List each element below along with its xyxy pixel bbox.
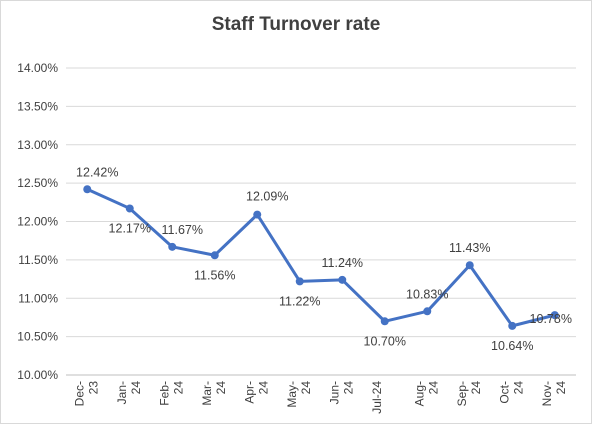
data-point	[338, 275, 347, 284]
y-tick-label: 12.00%	[17, 215, 58, 229]
x-tick-label: Feb-24	[157, 381, 185, 406]
y-tick-label: 10.50%	[17, 330, 58, 344]
y-tick-label: 12.50%	[17, 176, 58, 190]
y-tick-label: 11.00%	[18, 291, 58, 305]
data-label: 10.78%	[530, 312, 572, 326]
y-tick-label: 10.00%	[17, 368, 58, 382]
data-point	[168, 242, 177, 251]
y-tick-label: 11.50%	[18, 253, 58, 267]
data-point	[83, 185, 92, 194]
y-tick-label: 13.50%	[17, 99, 58, 113]
x-tick-label: Jun-24	[327, 381, 355, 405]
series-line	[86, 187, 556, 328]
data-label: 11.24%	[322, 256, 363, 270]
x-tick-label: Nov-24	[540, 381, 568, 407]
x-tick-label: Jul-24	[370, 381, 384, 414]
data-label: 12.09%	[246, 190, 288, 204]
y-tick-label: 14.00%	[17, 61, 58, 75]
data-point	[125, 204, 134, 213]
x-tick-label: Mar-24	[200, 381, 228, 406]
data-label: 10.64%	[491, 339, 533, 353]
data-label: 11.56%	[194, 268, 235, 282]
data-point	[295, 277, 304, 286]
x-tick-label: May-24	[285, 381, 313, 408]
y-tick-label: 13.00%	[17, 138, 58, 152]
data-label: 10.70%	[364, 334, 406, 348]
data-point	[380, 317, 389, 326]
x-tick-label: Sep-24	[455, 381, 483, 407]
data-point	[550, 311, 559, 320]
x-tick-label: Dec-23	[72, 381, 100, 407]
data-point	[465, 261, 474, 270]
data-label: 10.83%	[406, 287, 448, 301]
data-label: 12.42%	[76, 165, 118, 179]
x-tick-label: Jan-24	[115, 381, 143, 405]
data-label: 11.43%	[449, 241, 490, 255]
data-label: 11.67%	[162, 223, 203, 237]
x-tick-label: Apr-24	[242, 381, 270, 404]
data-label: 12.17%	[109, 221, 151, 235]
data-label: 11.22%	[279, 294, 320, 308]
data-point	[210, 251, 219, 260]
data-point	[508, 321, 517, 330]
data-point	[253, 210, 262, 219]
x-tick-label: Oct-24	[497, 381, 525, 404]
data-point	[423, 307, 432, 316]
x-tick-label: Aug-24	[412, 381, 440, 407]
chart-title: Staff Turnover rate	[211, 14, 381, 35]
